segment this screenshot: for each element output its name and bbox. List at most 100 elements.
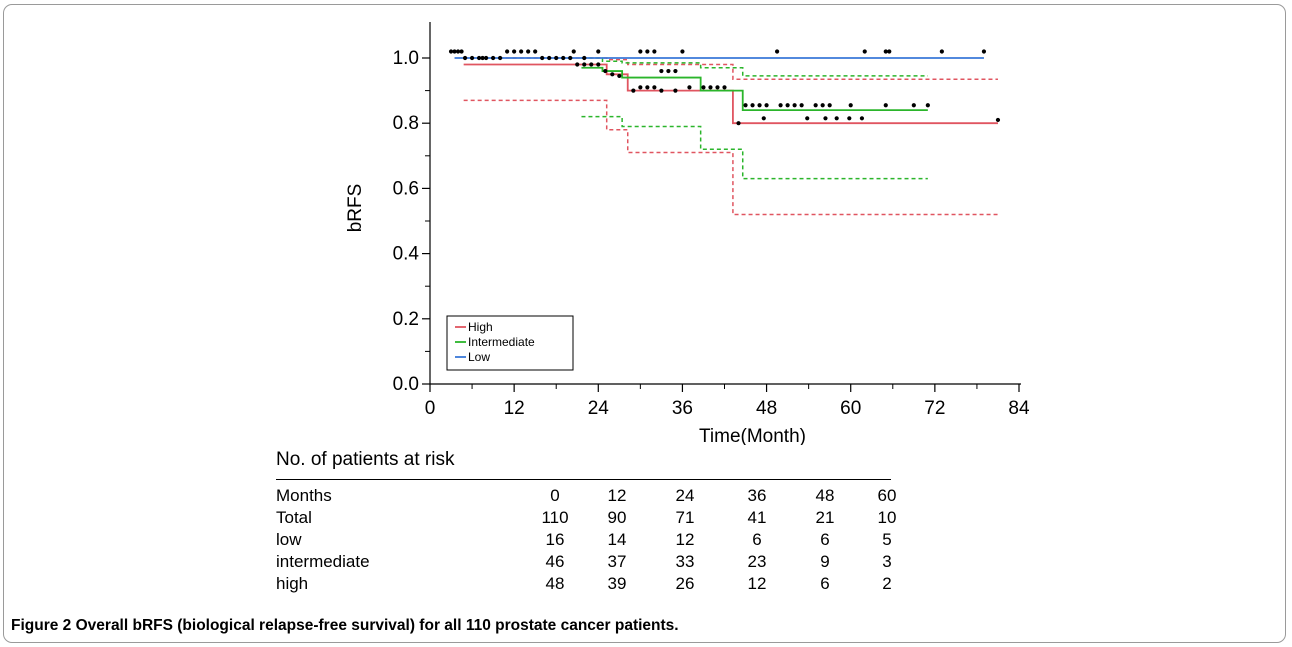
censor-point-high xyxy=(631,88,636,93)
risk-table-header: Months 0 12 24 36 48 60 xyxy=(276,486,896,508)
censor-point-low xyxy=(571,49,576,54)
risk-cell: 5 xyxy=(882,530,892,549)
censor-point-intermediate xyxy=(659,68,664,74)
censor-point-intermediate xyxy=(859,116,865,121)
ci-lower-intermediate xyxy=(581,115,928,180)
censor-point-intermediate xyxy=(848,103,853,108)
x-tick-label: 72 xyxy=(924,398,945,419)
censor-point-intermediate xyxy=(834,116,839,121)
curve-intermediate xyxy=(581,66,928,112)
ci-upper-intermediate xyxy=(581,57,928,77)
censor-point-low xyxy=(645,49,650,54)
risk-cell: 0 xyxy=(550,486,560,505)
censor-point-high xyxy=(659,88,664,93)
risk-row-label: low xyxy=(276,530,302,549)
censor-point-intermediate xyxy=(820,103,825,108)
y-axis-label: bRFS xyxy=(345,184,366,233)
censor-point-low xyxy=(462,55,468,61)
risk-cell: 41 xyxy=(747,508,767,527)
censor-point-intermediate xyxy=(827,103,832,108)
censor-point-high xyxy=(596,62,601,67)
censor-point-low xyxy=(774,49,780,54)
ci-lower-high xyxy=(463,99,998,216)
risk-cell: 23 xyxy=(747,552,767,571)
risk-table-title: No. of patients at risk xyxy=(276,449,455,470)
curve-high xyxy=(463,63,998,125)
censor-point-low xyxy=(505,49,510,54)
censor-point-low xyxy=(554,55,559,61)
censor-point-intermediate xyxy=(925,103,930,108)
censor-point-low xyxy=(533,49,538,54)
risk-cell: 48 xyxy=(815,486,835,505)
x-tick-label: 36 xyxy=(672,398,693,419)
caption-text: Overall bRFS (biological relapse-free su… xyxy=(75,617,679,634)
risk-cell: 12 xyxy=(675,530,695,549)
km-chart: 0 12 24 36 48 60 72 84 0.0 0.2 0.4 0.6 0.8 1.0 Time(Mo… xyxy=(345,22,1030,445)
x-tick-label: 0 xyxy=(425,398,436,419)
x-axis-label: Time(Month) xyxy=(699,426,806,445)
censor-point-low xyxy=(680,49,685,54)
risk-cell: 39 xyxy=(607,574,627,593)
censor-point-low xyxy=(596,49,601,54)
legend-label-high: High xyxy=(468,320,493,334)
legend-label-low: Low xyxy=(468,350,490,364)
censor-point-high xyxy=(589,62,594,67)
legend-label-intermediate: Intermediate xyxy=(468,335,535,349)
figure-caption: Figure 2 Overall bRFS (biological relaps… xyxy=(11,617,679,635)
risk-table-row: Total 110 90 71 41 21 10 xyxy=(276,508,896,530)
risk-cell: 36 xyxy=(747,486,767,505)
censor-point-low xyxy=(887,49,892,54)
censor-point-low xyxy=(519,49,524,54)
censor-point-low xyxy=(455,49,461,54)
risk-cell: 37 xyxy=(607,552,627,571)
censor-point-intermediate xyxy=(743,103,748,108)
censor-point-high xyxy=(736,121,741,126)
x-tick-label: 48 xyxy=(756,398,777,419)
censor-point-intermediate xyxy=(883,103,888,108)
y-tick-label: 0.2 xyxy=(393,309,419,330)
censor-point-intermediate xyxy=(761,116,766,121)
censor-point-low xyxy=(981,49,987,54)
censor-point-intermediate xyxy=(847,116,852,121)
censor-point-low xyxy=(862,49,867,54)
censor-point-low xyxy=(498,55,503,61)
risk-row-label: intermediate xyxy=(276,552,370,571)
x-tick-label: 12 xyxy=(504,398,525,419)
censor-point-intermediate xyxy=(764,103,769,108)
censor-point-high xyxy=(582,62,587,67)
censor-point-intermediate xyxy=(722,85,727,90)
censor-point-low xyxy=(638,49,643,54)
risk-cell: 60 xyxy=(877,486,897,505)
censor-point-intermediate xyxy=(701,85,706,90)
censor-point-intermediate xyxy=(813,103,818,108)
risk-cell: 71 xyxy=(675,508,695,527)
risk-cell: 90 xyxy=(607,508,627,527)
censor-point-low xyxy=(480,55,485,61)
y-tick-label: 0.0 xyxy=(393,374,419,395)
y-tick-label: 0.4 xyxy=(393,244,420,265)
censor-point-low xyxy=(547,55,552,61)
risk-cell: 6 xyxy=(752,530,762,549)
censor-point-intermediate xyxy=(911,103,916,108)
figure-frame xyxy=(3,4,1286,643)
censor-point-low xyxy=(561,55,566,61)
censor-point-low xyxy=(448,49,454,54)
risk-cell: 10 xyxy=(877,508,897,527)
confidence-bands xyxy=(463,57,998,216)
risk-cell: 46 xyxy=(545,552,565,571)
censor-point-low xyxy=(540,55,545,61)
censor-point-low xyxy=(512,49,517,54)
risk-cell: 6 xyxy=(820,574,830,593)
censor-point-low xyxy=(469,55,475,61)
censor-point-intermediate xyxy=(715,85,720,90)
risk-cell: 12 xyxy=(747,574,767,593)
x-tick-label: 24 xyxy=(588,398,610,419)
risk-table-row: high 48 39 26 12 6 2 xyxy=(276,574,892,596)
censor-point-intermediate xyxy=(799,103,804,108)
censor-point-low xyxy=(526,49,531,54)
censor-point-low xyxy=(568,55,573,61)
x-tick-label: 84 xyxy=(1008,398,1030,419)
risk-cell: 24 xyxy=(675,486,695,505)
risk-row-label: Total xyxy=(276,508,312,527)
censor-point-low xyxy=(883,49,888,54)
